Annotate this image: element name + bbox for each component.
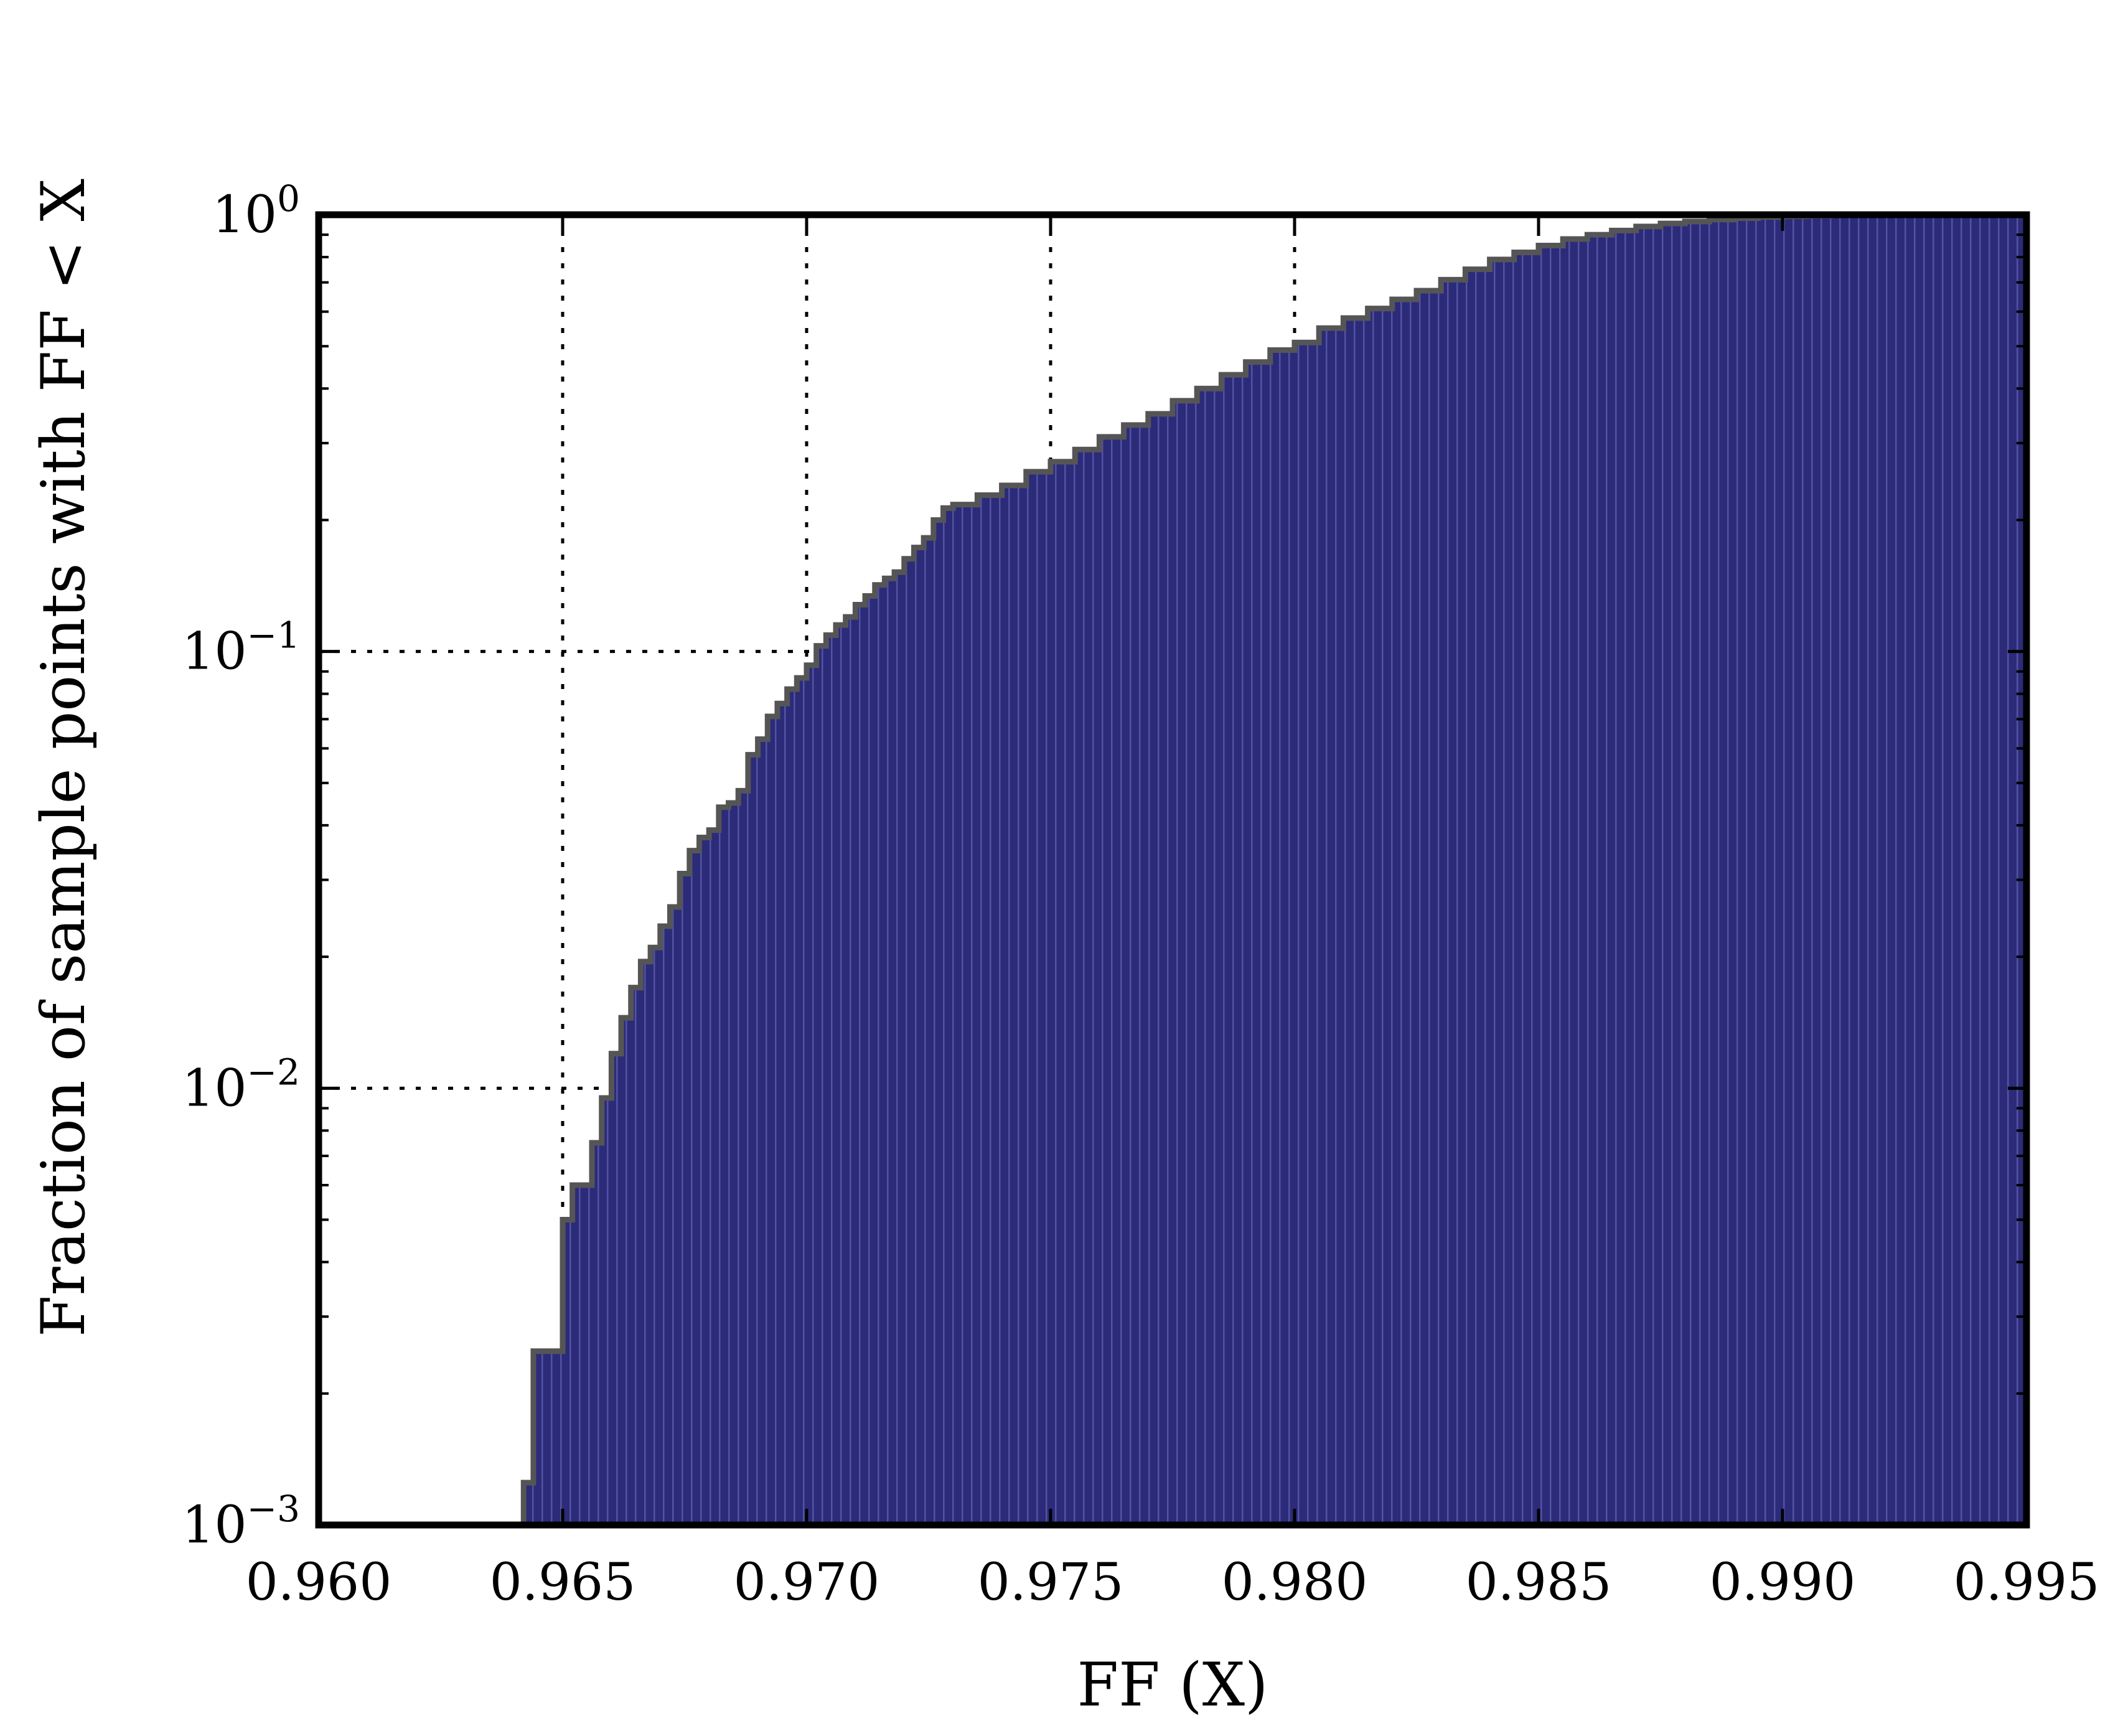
x-axis-title: FF (X) [1077, 1650, 1268, 1720]
x-tick-label: 0.980 [1222, 1553, 1368, 1612]
y-tick-base: 10 [212, 185, 277, 245]
bin-lines [532, 215, 2018, 1525]
x-tick-label: 0.960 [246, 1553, 392, 1612]
x-tick-label: 0.965 [490, 1553, 636, 1612]
y-tick-exponent: −3 [247, 1488, 301, 1530]
cumulative-step-outline [520, 212, 2027, 1525]
y-tick-exponent: 0 [277, 177, 300, 220]
cumulative-step-area [523, 215, 2027, 1525]
x-tick-label: 0.990 [1710, 1553, 1856, 1612]
x-tick-label: 0.985 [1466, 1553, 1612, 1612]
x-tick-labels: 0.960 0.965 0.970 0.975 0.980 0.985 0.990 0.995 [246, 1553, 2100, 1612]
y-tick-base: 10 [182, 1059, 246, 1118]
y-tick-label: 10−1 [182, 614, 300, 682]
plot-frame [315, 211, 2030, 1529]
y-tick-base: 10 [182, 622, 246, 682]
y-tick-exponent: −1 [247, 614, 301, 657]
x-tick-label: 0.995 [1954, 1553, 2100, 1612]
y-tick-exponent: −2 [247, 1051, 301, 1093]
y-tick-label: 100 [212, 177, 300, 245]
x-tick-label: 0.975 [978, 1553, 1124, 1612]
x-tick-label: 0.970 [734, 1553, 880, 1612]
y-axis-title: Fraction of sample points with FF < X [29, 179, 98, 1337]
y-tick-label: 10−2 [182, 1051, 300, 1118]
y-tick-base: 10 [182, 1496, 246, 1555]
y-tick-label: 10−3 [182, 1488, 300, 1555]
